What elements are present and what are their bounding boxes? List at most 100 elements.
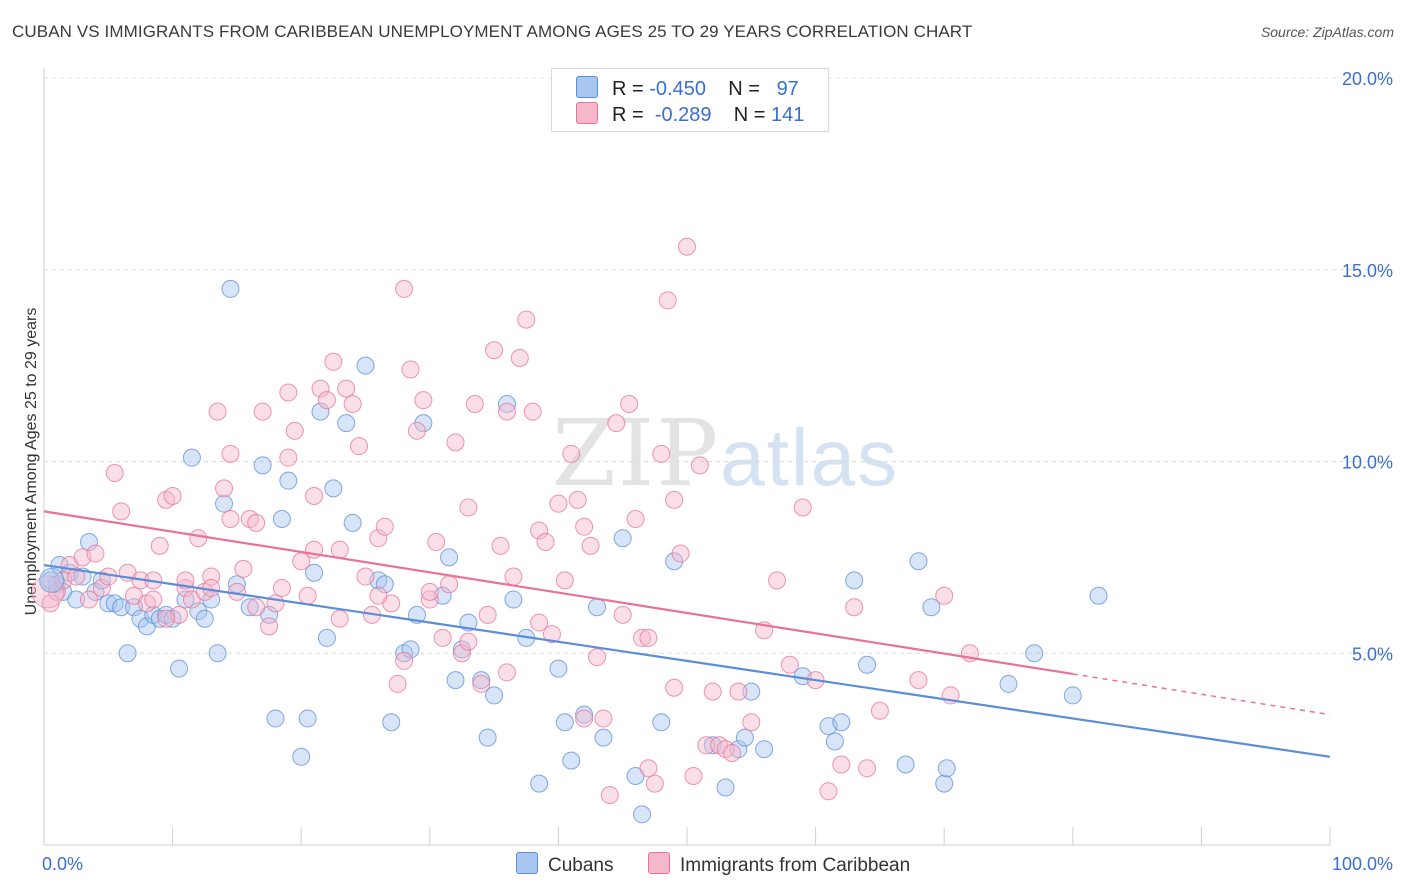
data-point-caribbean	[272, 579, 291, 598]
data-point-caribbean	[427, 533, 446, 552]
data-point-caribbean	[594, 709, 613, 728]
data-point-cubans	[999, 674, 1018, 693]
data-point-caribbean	[247, 513, 266, 532]
data-point-cubans	[67, 590, 86, 609]
data-point-caribbean	[150, 536, 169, 555]
data-point-caribbean	[92, 579, 111, 598]
data-point-caribbean	[684, 766, 703, 785]
data-point-cubans	[652, 713, 671, 732]
data-point-caribbean	[575, 517, 594, 536]
data-point-cubans	[170, 659, 189, 678]
data-point-cubans	[182, 448, 201, 467]
data-point-caribbean	[832, 755, 851, 774]
data-point-cubans	[221, 279, 240, 298]
data-point-cubans	[272, 510, 291, 529]
data-point-cubans	[716, 778, 735, 797]
data-point-caribbean	[285, 421, 304, 440]
data-point-caribbean	[350, 437, 369, 456]
data-point-caribbean	[665, 490, 684, 509]
x-tick-label: 100.0%	[1332, 854, 1393, 874]
data-point-caribbean	[105, 464, 124, 483]
data-point-cubans	[298, 709, 317, 728]
data-point-caribbean	[420, 582, 439, 601]
data-point-caribbean	[703, 682, 722, 701]
data-point-cubans	[452, 640, 471, 659]
data-point-caribbean	[459, 498, 478, 517]
data-point-caribbean	[768, 571, 787, 590]
data-point-caribbean	[375, 517, 394, 536]
legend-n-value: 141	[771, 104, 805, 126]
data-point-cubans	[266, 709, 285, 728]
data-point-cubans	[665, 552, 684, 571]
data-point-caribbean	[652, 444, 671, 463]
data-point-caribbean	[337, 379, 356, 398]
data-point-cubans	[337, 414, 356, 433]
data-point-caribbean	[555, 571, 574, 590]
data-point-caribbean	[639, 759, 658, 778]
data-point-caribbean	[671, 544, 690, 563]
data-point-cubans	[935, 774, 954, 793]
data-point-cubans	[613, 529, 632, 548]
data-point-cubans	[208, 644, 227, 663]
data-point-cubans	[195, 609, 214, 628]
data-point-caribbean	[909, 671, 928, 690]
data-point-caribbean	[485, 341, 504, 360]
bottom-legend-cubans: Cubans	[516, 852, 614, 877]
data-point-caribbean	[67, 567, 86, 586]
data-point-caribbean	[472, 674, 491, 693]
data-point-caribbean	[600, 786, 619, 805]
y-tick-label: 10.0%	[1342, 453, 1393, 473]
data-point-caribbean	[279, 383, 298, 402]
data-point-caribbean	[459, 632, 478, 651]
data-point-caribbean	[157, 609, 176, 628]
data-point-caribbean	[690, 456, 709, 475]
data-point-caribbean	[80, 590, 99, 609]
data-point-cubans	[735, 728, 754, 747]
data-point-caribbean	[208, 402, 227, 421]
bottom-legend-swatch-caribbean	[648, 852, 670, 874]
data-point-cubans	[587, 598, 606, 617]
bottom-legend-label: Immigrants from Caribbean	[680, 855, 911, 876]
data-point-caribbean	[497, 663, 516, 682]
data-point-cubans	[504, 590, 523, 609]
data-point-caribbean	[452, 644, 471, 663]
data-point-caribbean	[517, 310, 536, 329]
data-point-cubans	[446, 671, 465, 690]
data-point-caribbean	[343, 394, 362, 413]
y-tick-label: 20.0%	[1342, 69, 1393, 89]
data-point-caribbean	[234, 559, 253, 578]
data-point-caribbean	[620, 394, 639, 413]
data-point-cubans	[440, 548, 459, 567]
bottom-legend-label: Cubans	[548, 855, 614, 876]
data-point-caribbean	[697, 736, 716, 755]
data-point-cubans	[478, 728, 497, 747]
data-point-caribbean	[112, 502, 131, 521]
data-point-caribbean	[446, 433, 465, 452]
data-point-caribbean	[491, 536, 510, 555]
data-point-caribbean	[729, 682, 748, 701]
bottom-legend-swatch-cubans	[516, 852, 538, 874]
data-point-caribbean	[858, 759, 877, 778]
watermark-atlas: atlas	[720, 413, 900, 502]
data-point-cubans	[555, 713, 574, 732]
data-point-caribbean	[497, 402, 516, 421]
trendline-cubans	[43, 563, 1331, 758]
data-point-cubans	[632, 805, 651, 824]
data-point-cubans	[909, 552, 928, 571]
data-point-caribbean	[562, 444, 581, 463]
data-point-caribbean	[819, 782, 838, 801]
data-point-caribbean	[330, 609, 349, 628]
legend-swatch-caribbean	[576, 102, 598, 124]
legend-swatch-cubans	[576, 76, 598, 98]
data-point-caribbean	[395, 279, 414, 298]
data-point-cubans	[497, 394, 516, 413]
data-point-caribbean	[279, 448, 298, 467]
data-point-caribbean	[260, 617, 279, 636]
data-point-caribbean	[221, 510, 240, 529]
legend-n-value: 97	[776, 78, 799, 100]
data-point-cubans	[742, 682, 761, 701]
data-point-caribbean	[504, 567, 523, 586]
data-point-caribbean	[221, 444, 240, 463]
data-point-caribbean	[723, 743, 742, 762]
data-point-caribbean	[324, 352, 343, 371]
